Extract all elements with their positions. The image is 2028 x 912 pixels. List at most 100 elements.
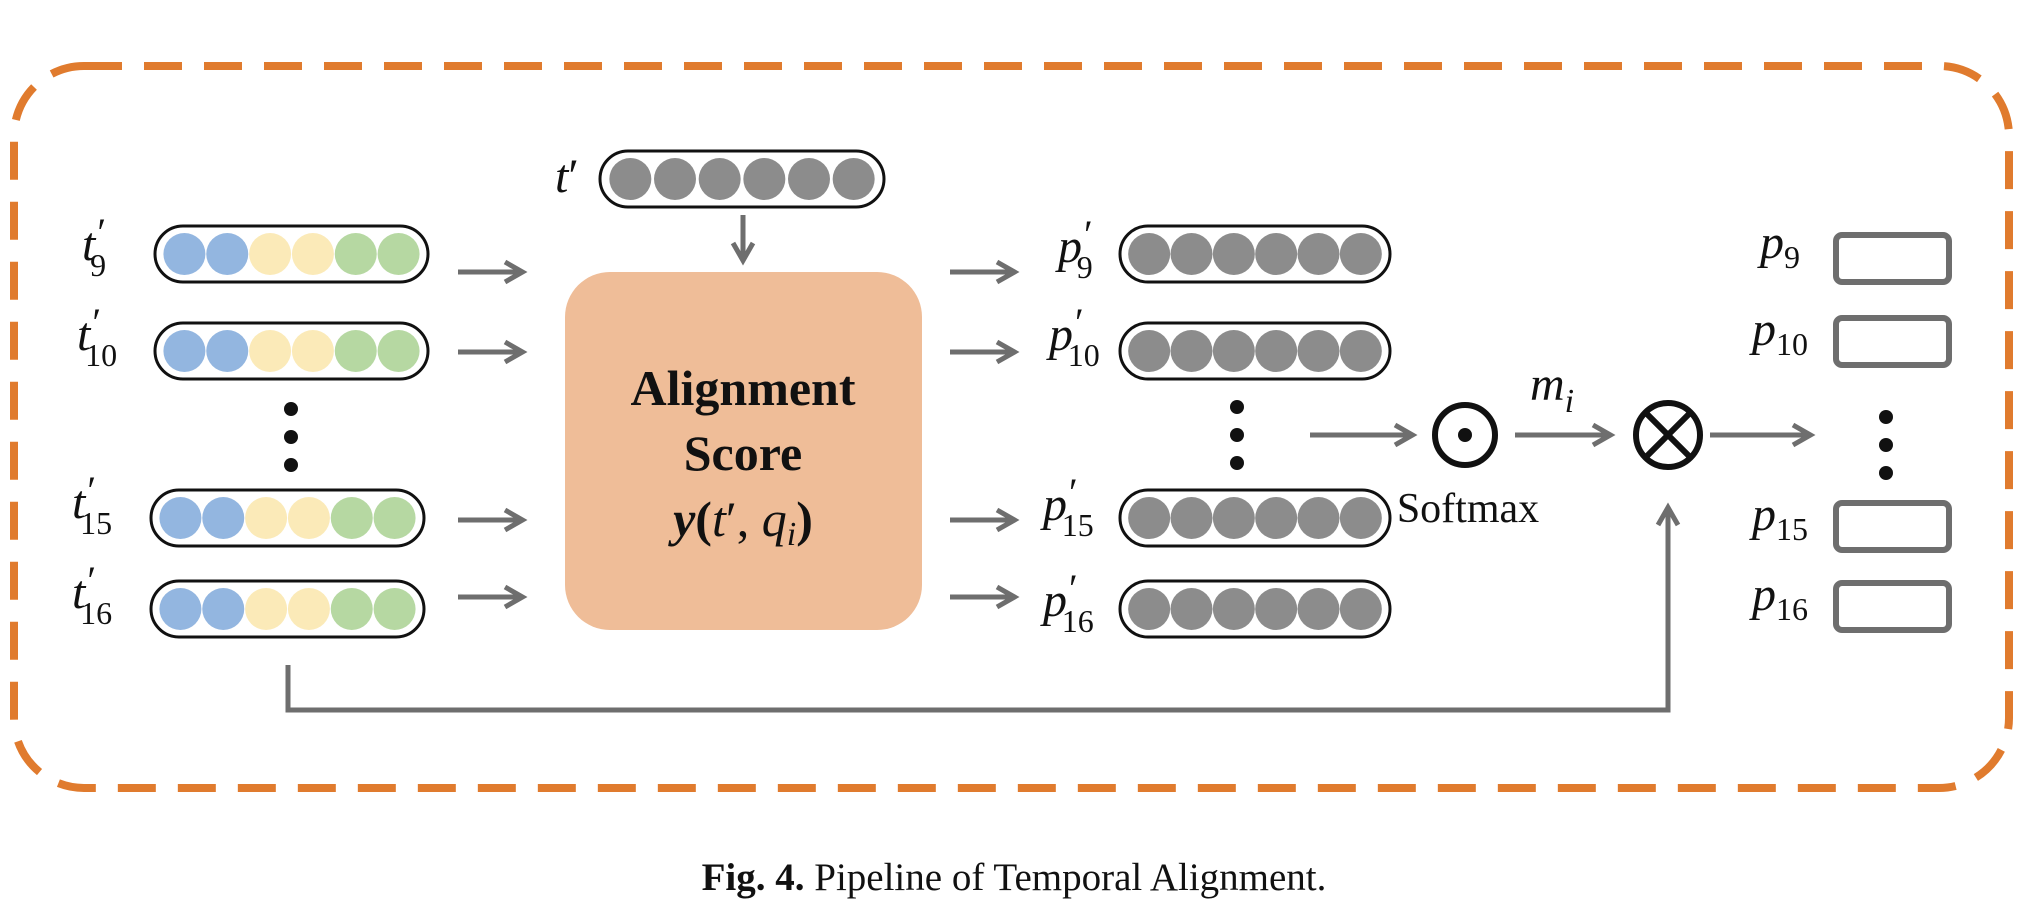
token-element	[373, 588, 416, 630]
token-element	[377, 330, 420, 372]
output-box-p16	[1833, 580, 1952, 633]
token-element	[832, 158, 875, 200]
token-element	[1297, 588, 1340, 630]
token-element	[202, 497, 245, 539]
output-label-p9: p9	[1757, 216, 1800, 275]
alignment-label: Alignment	[631, 360, 856, 416]
query-token-vector	[598, 149, 886, 209]
input-label-t16: t′ 16	[72, 558, 112, 631]
token-element	[1170, 588, 1213, 630]
aligned-vector-2	[1118, 488, 1392, 548]
token-element	[163, 330, 206, 372]
token-element	[654, 158, 696, 200]
aligned-vector-1	[1118, 321, 1392, 381]
mask-label: mi	[1530, 358, 1574, 420]
token-element	[163, 233, 206, 275]
token-element	[245, 588, 288, 630]
token-element	[202, 588, 245, 630]
token-element	[1128, 497, 1171, 539]
output-box-p9	[1833, 232, 1952, 285]
figure-caption: Fig. 4. Pipeline of Temporal Alignment.	[0, 855, 2028, 900]
token-element	[1339, 233, 1382, 275]
token-element	[206, 233, 249, 275]
otimes-operator	[1633, 400, 1703, 470]
output-boxes	[1833, 232, 1952, 633]
token-element	[159, 497, 202, 539]
softmax-label: Softmax	[1397, 486, 1539, 532]
input-vector-3	[149, 579, 426, 639]
aligned-token-vectors	[1118, 224, 1392, 639]
token-element	[287, 497, 330, 539]
token-element	[330, 588, 373, 630]
aligned-label-p10: p′ 10	[1046, 300, 1100, 373]
token-element	[1128, 588, 1171, 630]
token-element	[1212, 330, 1255, 372]
token-element	[1255, 497, 1298, 539]
aligned-ellipsis	[1230, 400, 1244, 470]
output-box-p15	[1833, 500, 1952, 553]
token-element	[743, 158, 786, 200]
token-element	[1128, 233, 1171, 275]
query-vector-pill	[598, 149, 886, 209]
output-ellipsis	[1879, 410, 1893, 480]
token-element	[1255, 588, 1298, 630]
token-element	[1170, 233, 1213, 275]
dot-product-operator	[1432, 402, 1498, 468]
token-element	[1339, 588, 1382, 630]
input-vector-0	[153, 224, 430, 284]
token-element	[1170, 330, 1213, 372]
caption-prefix: Fig. 4.	[701, 856, 805, 899]
alignment-score-block	[565, 272, 922, 630]
token-element	[291, 330, 334, 372]
token-element	[1212, 588, 1255, 630]
input-arrows	[458, 259, 528, 610]
token-element	[245, 497, 288, 539]
token-element	[1128, 330, 1171, 372]
query-token-label: t′	[555, 150, 579, 203]
token-element	[373, 497, 416, 539]
aligned-label-p16: p′ 16	[1040, 566, 1094, 639]
token-element	[1170, 497, 1213, 539]
token-element	[609, 158, 652, 200]
input-ellipsis	[284, 402, 298, 472]
skip-connection	[285, 502, 1681, 713]
token-element	[291, 233, 334, 275]
output-label-p10: p10	[1749, 303, 1808, 362]
token-element	[249, 233, 292, 275]
token-element	[1297, 233, 1340, 275]
aligned-label-p9: p′ 9	[1055, 212, 1093, 285]
token-element	[1255, 233, 1298, 275]
token-element	[1212, 497, 1255, 539]
input-token-vectors	[149, 224, 430, 639]
output-box-p10	[1833, 315, 1952, 368]
input-label-t9: t′ 9	[82, 210, 106, 283]
token-element	[1297, 497, 1340, 539]
token-element	[1297, 330, 1340, 372]
token-element	[206, 330, 249, 372]
input-label-t15: t′ 15	[72, 468, 112, 541]
aligned-label-p15: p′ 15	[1040, 470, 1094, 543]
token-element	[287, 588, 330, 630]
alignment-formula: y(t′, qi)	[668, 491, 813, 553]
output-label-p15: p15	[1749, 488, 1808, 547]
token-element	[698, 158, 741, 200]
token-element	[334, 233, 377, 275]
token-element	[334, 330, 377, 372]
token-element	[330, 497, 373, 539]
input-label-t10: t′ 10	[77, 300, 117, 373]
aligned-vector-3	[1118, 579, 1392, 639]
input-vector-1	[153, 321, 430, 381]
token-element	[1212, 233, 1255, 275]
output-label-p16: p16	[1749, 568, 1808, 627]
token-element	[249, 330, 292, 372]
caption-text: Pipeline of Temporal Alignment.	[804, 856, 1327, 899]
output-arrows	[950, 259, 1020, 610]
dashed-border	[10, 62, 2013, 792]
token-element	[377, 233, 420, 275]
token-element	[788, 158, 830, 200]
token-element	[1339, 497, 1382, 539]
token-element	[1339, 330, 1382, 372]
score-label: Score	[684, 425, 802, 481]
input-vector-2	[149, 488, 426, 548]
